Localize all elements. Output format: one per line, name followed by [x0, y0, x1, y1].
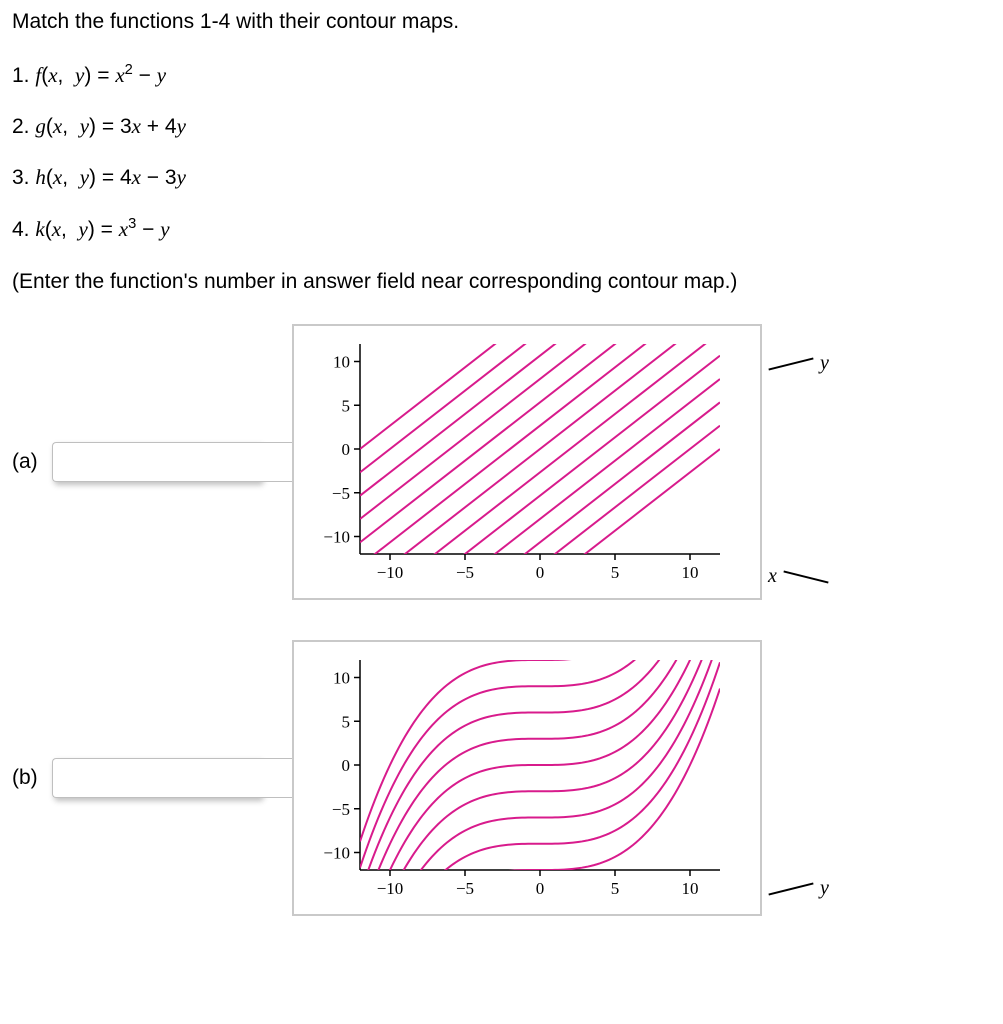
svg-text:−10: −10 [323, 528, 350, 547]
svg-text:10: 10 [333, 353, 350, 372]
function-list: 1. f(x, y) = x2 − y 2. g(x, y) = 3x + 4y… [12, 62, 991, 242]
legend-b: y y [768, 648, 829, 908]
svg-text:−10: −10 [323, 844, 350, 863]
row-label-a: (a) [12, 450, 52, 474]
legend-y-b-bottom: y [768, 877, 829, 900]
svg-text:0: 0 [342, 440, 351, 459]
svg-text:5: 5 [611, 879, 620, 898]
chart-a-svg: −10 −5 0 5 10 −10 −5 0 5 10 [300, 334, 750, 594]
svg-text:5: 5 [342, 396, 351, 415]
svg-text:−10: −10 [377, 563, 404, 582]
legend-line-icon [768, 357, 813, 370]
svg-text:−5: −5 [332, 800, 350, 819]
instructions-text: (Enter the function's number in answer f… [12, 270, 991, 294]
legend-line-icon [768, 882, 813, 895]
svg-text:5: 5 [611, 563, 620, 582]
input-group-b [52, 758, 262, 798]
input-group-a [52, 442, 262, 482]
svg-text:−5: −5 [332, 484, 350, 503]
svg-text:10: 10 [682, 563, 699, 582]
function-3: 3. h(x, y) = 4x − 3y [12, 165, 991, 190]
function-2: 2. g(x, y) = 3x + 4y [12, 114, 991, 139]
svg-text:5: 5 [342, 712, 351, 731]
function-1: 1. f(x, y) = x2 − y [12, 62, 991, 88]
legend-line-icon [783, 570, 828, 583]
svg-text:10: 10 [333, 669, 350, 688]
svg-text:10: 10 [682, 879, 699, 898]
contour-map-a: −10 −5 0 5 10 −10 −5 0 5 10 [292, 324, 762, 600]
legend-a: y x [768, 332, 835, 592]
answer-input-b[interactable] [52, 758, 301, 798]
svg-text:−10: −10 [377, 879, 404, 898]
answer-row-a: (a) −10 −5 0 5 10 −10 −5 0 5 10 y x [12, 324, 991, 600]
contour-map-b: −10 −5 0 5 10 −10 −5 0 5 10 [292, 640, 762, 916]
row-label-b: (b) [12, 766, 52, 790]
question-prompt: Match the functions 1-4 with their conto… [12, 10, 991, 34]
answer-input-a[interactable] [52, 442, 301, 482]
answer-row-b: (b) −10 −5 0 5 10 −10 −5 0 5 10 y y [12, 640, 991, 916]
chart-b-svg: −10 −5 0 5 10 −10 −5 0 5 10 [300, 650, 750, 910]
function-4: 4. k(x, y) = x3 − y [12, 216, 991, 242]
svg-text:0: 0 [536, 879, 545, 898]
legend-x-a: x [768, 565, 835, 588]
svg-text:−5: −5 [456, 563, 474, 582]
legend-y-a: y [768, 352, 835, 375]
svg-text:0: 0 [536, 563, 545, 582]
svg-text:−5: −5 [456, 879, 474, 898]
svg-text:0: 0 [342, 756, 351, 775]
